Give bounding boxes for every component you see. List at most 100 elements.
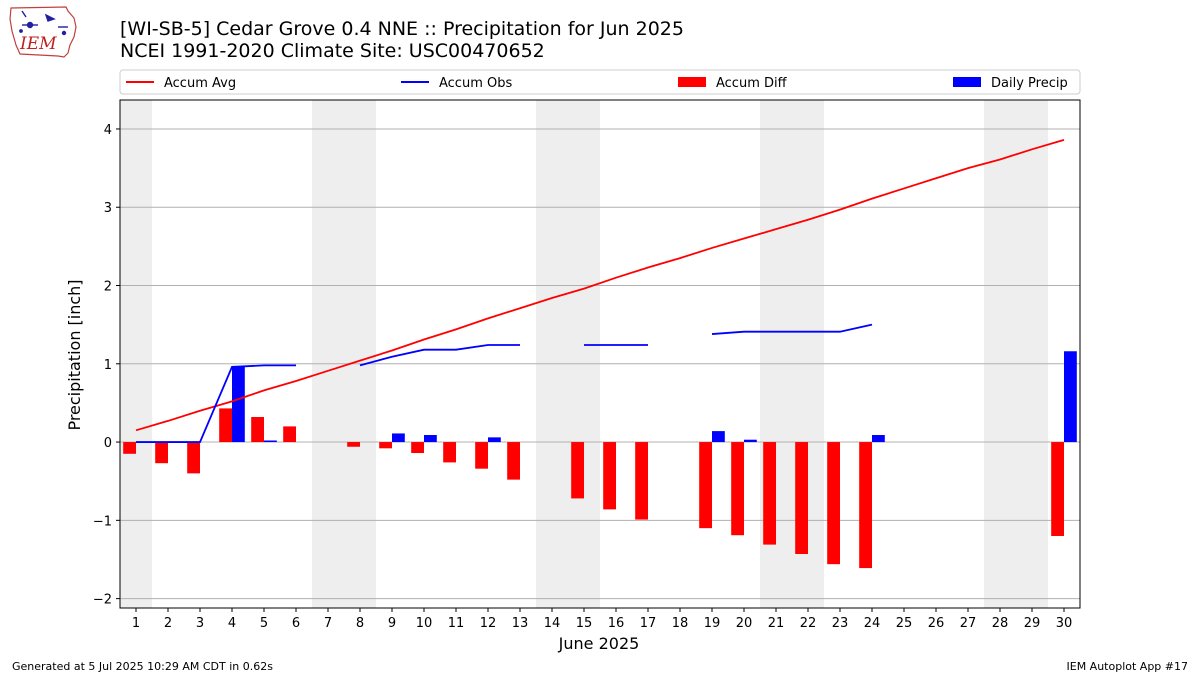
x-tick-label: 5: [260, 616, 268, 631]
accum-diff-bar-day-9: [379, 442, 392, 449]
daily-precip-bar-day-12: [488, 437, 501, 443]
legend-box: [119, 69, 1081, 95]
accum-obs-line: [136, 364, 296, 443]
x-tick-label: 18: [672, 616, 689, 631]
legend-label-0: Accum Avg: [164, 76, 236, 91]
y-gridlines: [120, 128, 1080, 600]
x-axis-label: June 2025: [558, 634, 640, 653]
x-tick-label: 27: [960, 616, 977, 631]
accum-avg-line: [135, 139, 1065, 432]
x-tick-label: 9: [388, 616, 396, 631]
x-tick-label: 28: [992, 616, 1009, 631]
y-tick-label: 0: [104, 436, 112, 451]
accum-diff-bar-day-4: [219, 408, 232, 443]
weekend-shade-day-15: [568, 100, 600, 608]
iem-logo-text: IEM: [19, 34, 57, 54]
y-tick-label: −1: [93, 514, 112, 529]
x-tick-label: 24: [864, 616, 881, 631]
weather-station-icon: [19, 10, 68, 36]
daily-precip-bar-day-9: [392, 433, 405, 443]
x-tick-label: 25: [896, 616, 913, 631]
iowa-state-outline: [9, 6, 77, 58]
x-tick-label: 4: [228, 616, 236, 631]
x-tick-label: 2: [164, 616, 172, 631]
chart-subtitle: NCEI 1991-2020 Climate Site: USC00470652: [120, 40, 545, 62]
weekend-shade-day-14: [536, 100, 568, 608]
accum-diff-bar-day-21: [763, 442, 776, 545]
plot-frame: [119, 99, 1081, 609]
x-tick-label: 12: [480, 616, 497, 631]
x-tick-label: 19: [704, 616, 721, 631]
accum-diff-bar-day-3: [187, 442, 200, 474]
accum-diff-bar-day-17: [635, 442, 648, 520]
accum-diff-bar-day-23: [827, 442, 840, 565]
x-tick-label: 8: [356, 616, 364, 631]
x-tick-label: 23: [832, 616, 849, 631]
accum-diff-bar-day-16: [603, 442, 616, 510]
accum-diff-bar-day-20: [731, 442, 744, 536]
daily-precip-bar-day-4: [232, 366, 245, 443]
x-tick-label: 21: [768, 616, 785, 631]
x-tick-label: 22: [800, 616, 817, 631]
accum-diff-bar-day-10: [411, 442, 424, 454]
daily-precip-bar-day-24: [872, 435, 885, 443]
weekend-shade-day-8: [344, 100, 376, 608]
x-tick-label: 15: [576, 616, 593, 631]
x-tick-label: 16: [608, 616, 625, 631]
daily-precip-bar-day-20: [744, 439, 757, 443]
accum-obs-line: [359, 344, 520, 367]
weekend-shade-day-28: [984, 100, 1016, 608]
weekend-shade-day-29: [1016, 100, 1048, 608]
x-tick-label: 13: [512, 616, 529, 631]
x-tick-label: 1: [132, 616, 140, 631]
bars: [123, 351, 1077, 569]
weekend-shade-day-1: [120, 100, 152, 608]
legend-swatch-2: [678, 77, 706, 87]
x-tick-label: 20: [736, 616, 753, 631]
accum-diff-bar-day-15: [571, 442, 584, 499]
legend-label-3: Daily Precip: [991, 76, 1068, 91]
generated-timestamp: Generated at 5 Jul 2025 10:29 AM CDT in …: [12, 660, 273, 673]
accum-diff-bar-day-11: [443, 442, 456, 463]
x-tick-label: 10: [416, 616, 433, 631]
accum-diff-bar-day-12: [475, 442, 488, 469]
x-tick-label: 17: [640, 616, 657, 631]
legend-swatch-3: [953, 77, 981, 87]
accum-diff-bar-day-2: [155, 442, 168, 464]
y-tick-label: 4: [104, 123, 112, 138]
x-tick-label: 14: [544, 616, 561, 631]
y-tick-label: 3: [104, 201, 112, 216]
y-tick-label: 2: [104, 280, 112, 295]
weekend-shading: [120, 100, 1048, 608]
x-tick-label: 3: [196, 616, 204, 631]
y-tick-label: 1: [104, 358, 112, 373]
accum-diff-bar-day-5: [251, 417, 264, 443]
x-tick-label: 30: [1056, 616, 1073, 631]
accum-diff-bar-day-13: [507, 442, 520, 480]
accum-diff-bar-day-8: [347, 442, 360, 447]
x-tick-label: 6: [292, 616, 300, 631]
accum-diff-bar-day-6: [283, 426, 296, 443]
accum-diff-bar-day-30: [1051, 442, 1064, 536]
accum-diff-bar-day-22: [795, 442, 808, 554]
legend: Accum Avg Accum Obs Accum Diff Daily Precip: [119, 69, 1081, 95]
y-axis-label: Precipitation [inch]: [65, 279, 84, 430]
daily-precip-bar-day-30: [1064, 351, 1077, 443]
legend-label-1: Accum Obs: [439, 76, 512, 91]
daily-precip-bar-day-5: [264, 440, 277, 443]
y-tick-label: −2: [93, 593, 112, 608]
app-name: IEM Autoplot App #17: [1066, 660, 1189, 673]
legend-label-2: Accum Diff: [716, 76, 788, 91]
iem-logo: IEM: [9, 6, 77, 58]
chart-title: [WI-SB-5] Cedar Grove 0.4 NNE :: Precipi…: [120, 18, 684, 40]
lines: [135, 139, 1065, 443]
x-tick-label: 7: [324, 616, 332, 631]
daily-precip-bar-day-10: [424, 435, 437, 443]
x-tick-label: 29: [1024, 616, 1041, 631]
x-tick-label: 11: [448, 616, 465, 631]
x-tick-label: 26: [928, 616, 945, 631]
accum-diff-bar-day-1: [123, 442, 136, 454]
accum-diff-bar-day-24: [859, 442, 872, 569]
